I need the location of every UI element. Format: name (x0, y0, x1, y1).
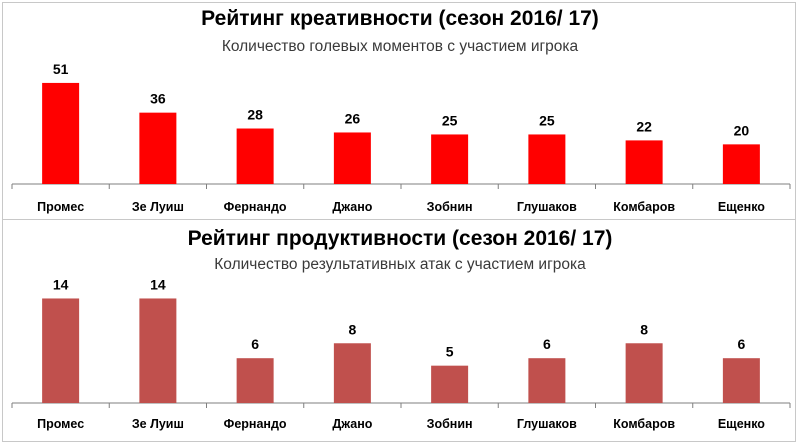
creativity-value-label: 20 (734, 122, 750, 138)
creativity-category-label: Зе Луиш (132, 200, 184, 214)
productivity-bar (528, 358, 566, 403)
productivity-value-label: 14 (150, 276, 166, 292)
creativity-value-label: 22 (636, 118, 652, 134)
productivity-value-label: 5 (446, 344, 454, 360)
chart-title-productivity: Рейтинг продуктивности (сезон 2016/ 17) (187, 227, 613, 250)
productivity-value-label: 6 (251, 336, 259, 352)
productivity-bar (722, 358, 760, 403)
productivity-value-label: 6 (543, 336, 551, 352)
productivity-bar (333, 343, 371, 403)
figure-frame (2, 2, 796, 442)
creativity-value-label: 28 (247, 107, 263, 123)
creativity-category-label: Зобнин (427, 200, 473, 214)
productivity-category-label: Джано (332, 417, 372, 431)
creativity-value-label: 36 (150, 91, 166, 107)
creativity-value-label: 25 (442, 112, 458, 128)
productivity-category-label: Фернандо (224, 417, 287, 431)
productivity-category-label: Глушаков (517, 417, 577, 431)
chart-subtitle-creativity: Количество голевых моментов с участием и… (221, 38, 579, 55)
creativity-category-label: Комбаров (613, 200, 675, 214)
chart-title-creativity: Рейтинг креативности (сезон 2016/ 17) (201, 7, 599, 30)
productivity-category-label: Зобнин (427, 417, 473, 431)
creativity-category-label: Джано (332, 200, 372, 214)
productivity-category-label: Комбаров (613, 417, 675, 431)
productivity-bar (236, 358, 274, 403)
productivity-value-label: 8 (640, 321, 648, 337)
productivity-bar (625, 343, 663, 403)
creativity-bar (722, 144, 760, 184)
creativity-bar (333, 132, 371, 184)
creativity-value-label: 51 (53, 61, 69, 77)
chart-subtitle-productivity: Количество результативных атак с участие… (214, 256, 586, 273)
panel-divider (2, 219, 796, 220)
creativity-value-label: 25 (539, 112, 555, 128)
creativity-category-label: Ещенко (718, 200, 765, 214)
creativity-bar (139, 112, 177, 184)
productivity-category-label: Промес (37, 417, 84, 431)
creativity-bar (431, 134, 469, 184)
productivity-value-label: 6 (737, 336, 745, 352)
productivity-bar (42, 298, 80, 403)
creativity-bar (528, 134, 566, 184)
chart-creativity: 51 Промес 36 Зе Луиш 28 Фернандо 26 Джано 25 Зобн… (11, 61, 791, 214)
productivity-bar (139, 298, 177, 403)
productivity-category-label: Зе Луиш (132, 417, 184, 431)
creativity-category-label: Промес (37, 200, 84, 214)
creativity-bar (625, 140, 663, 184)
productivity-bar (431, 365, 469, 403)
creativity-value-label: 26 (345, 110, 361, 126)
productivity-category-label: Ещенко (718, 417, 765, 431)
productivity-value-label: 14 (53, 276, 69, 292)
creativity-bar (42, 82, 80, 184)
creativity-category-label: Фернандо (224, 200, 287, 214)
creativity-category-label: Глушаков (517, 200, 577, 214)
productivity-value-label: 8 (348, 321, 356, 337)
creativity-bar (236, 128, 274, 184)
